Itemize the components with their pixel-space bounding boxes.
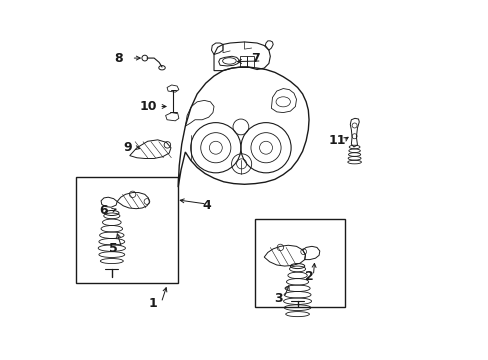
Bar	[76, 177, 178, 283]
Text: 10: 10	[140, 100, 157, 113]
Text: 6: 6	[100, 204, 108, 217]
Bar	[255, 220, 344, 307]
Text: 8: 8	[114, 51, 122, 64]
Text: 1: 1	[148, 297, 157, 310]
Text: 5: 5	[109, 242, 118, 255]
Text: 7: 7	[250, 51, 259, 64]
Text: 11: 11	[328, 134, 346, 147]
Bar	[240, 55, 246, 67]
Bar	[247, 55, 253, 67]
Text: 4: 4	[202, 199, 211, 212]
Text: 9: 9	[123, 141, 132, 154]
Text: 3: 3	[274, 292, 282, 305]
Text: 2: 2	[304, 270, 313, 283]
